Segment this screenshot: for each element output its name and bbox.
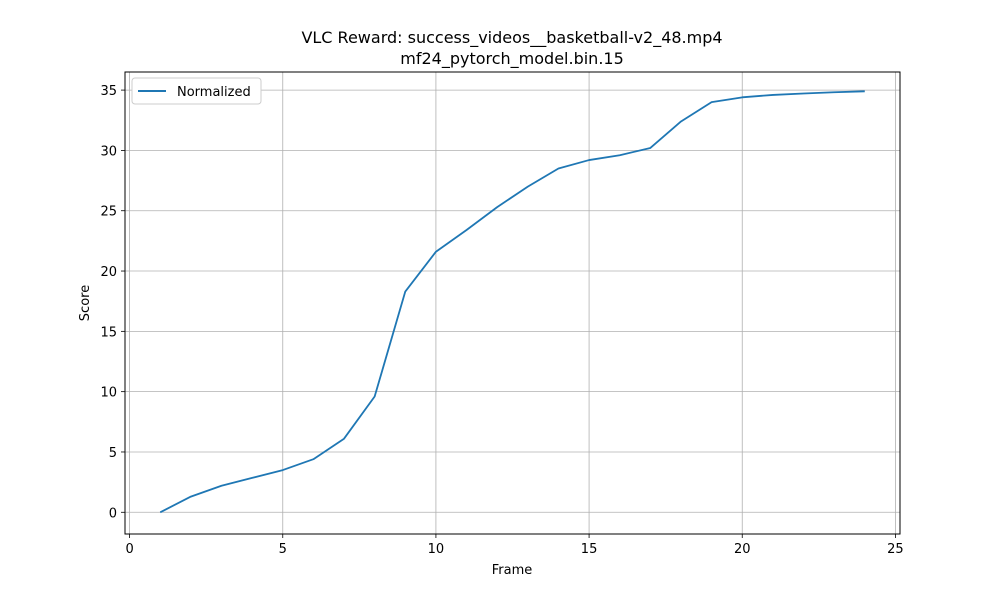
y-tick-label: 10 <box>100 386 117 401</box>
legend-box <box>131 77 262 105</box>
y-tick-label: 25 <box>100 205 117 220</box>
series-layer <box>159 90 865 514</box>
ticks: 0 5 10 15 20 25 0 5 10 15 20 25 30 35 <box>100 84 903 557</box>
legend-label: Normalized <box>177 85 251 100</box>
y-tick-label: 15 <box>100 325 117 340</box>
y-tick-label: 35 <box>100 84 117 99</box>
y-tick-label: 0 <box>109 506 117 521</box>
x-tick-label: 10 <box>428 542 445 557</box>
y-tick-label: 30 <box>100 144 117 159</box>
y-axis-label: Score <box>78 285 93 321</box>
series-line-normalized <box>159 90 865 514</box>
plot-area-frame <box>124 71 901 535</box>
grid <box>125 72 900 534</box>
chart-title: VLC Reward: success_videos__basketball-v… <box>301 28 722 48</box>
legend: Normalized <box>131 77 262 105</box>
x-tick-label: 5 <box>279 542 287 557</box>
x-axis-label: Frame <box>492 563 533 578</box>
chart-subtitle: mf24_pytorch_model.bin.15 <box>400 49 624 69</box>
x-tick-label: 25 <box>887 542 904 557</box>
x-tick-label: 15 <box>581 542 598 557</box>
x-tick-label: 0 <box>125 542 133 557</box>
y-tick-label: 20 <box>100 265 117 280</box>
x-tick-label: 20 <box>734 542 751 557</box>
y-tick-label: 5 <box>109 446 117 461</box>
